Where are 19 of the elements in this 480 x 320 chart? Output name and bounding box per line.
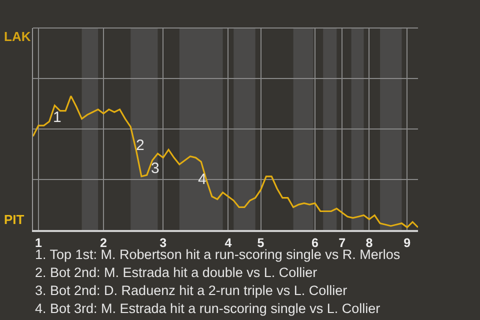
x-tick-label: 5 [257,236,264,250]
annotation: 4 [198,171,206,188]
annotation: 3 [151,160,160,177]
x-tick-label: 3 [160,236,167,250]
text: 4. Bot 3rd: M. Estrada hit a run-scoring single vs L. Collier [35,301,381,316]
x-tick-label: 1 [34,236,42,250]
x-tick-label: 7 [338,236,346,250]
annotation: 2 [136,137,144,154]
x-tick-label: 8 [366,236,373,250]
text: LAK [4,29,32,44]
text: 2. Bot 2nd: M. Estrada hit a double vs L. Collier [35,265,318,280]
text: 3. Bot 2nd: D. Raduenz hit a 2-run triple vs L. Collier [35,283,348,298]
text: PIT [4,212,24,227]
text: 1. Top 1st: M. Robertson hit a run-scoring single vs R. Merlos [35,247,400,262]
annotation: 1 [53,109,62,126]
x-tick-label: 2 [100,236,108,250]
x-tick-label: 9 [404,236,411,250]
x-tick-label: 4 [224,236,232,250]
x-tick-label: 6 [311,236,318,250]
